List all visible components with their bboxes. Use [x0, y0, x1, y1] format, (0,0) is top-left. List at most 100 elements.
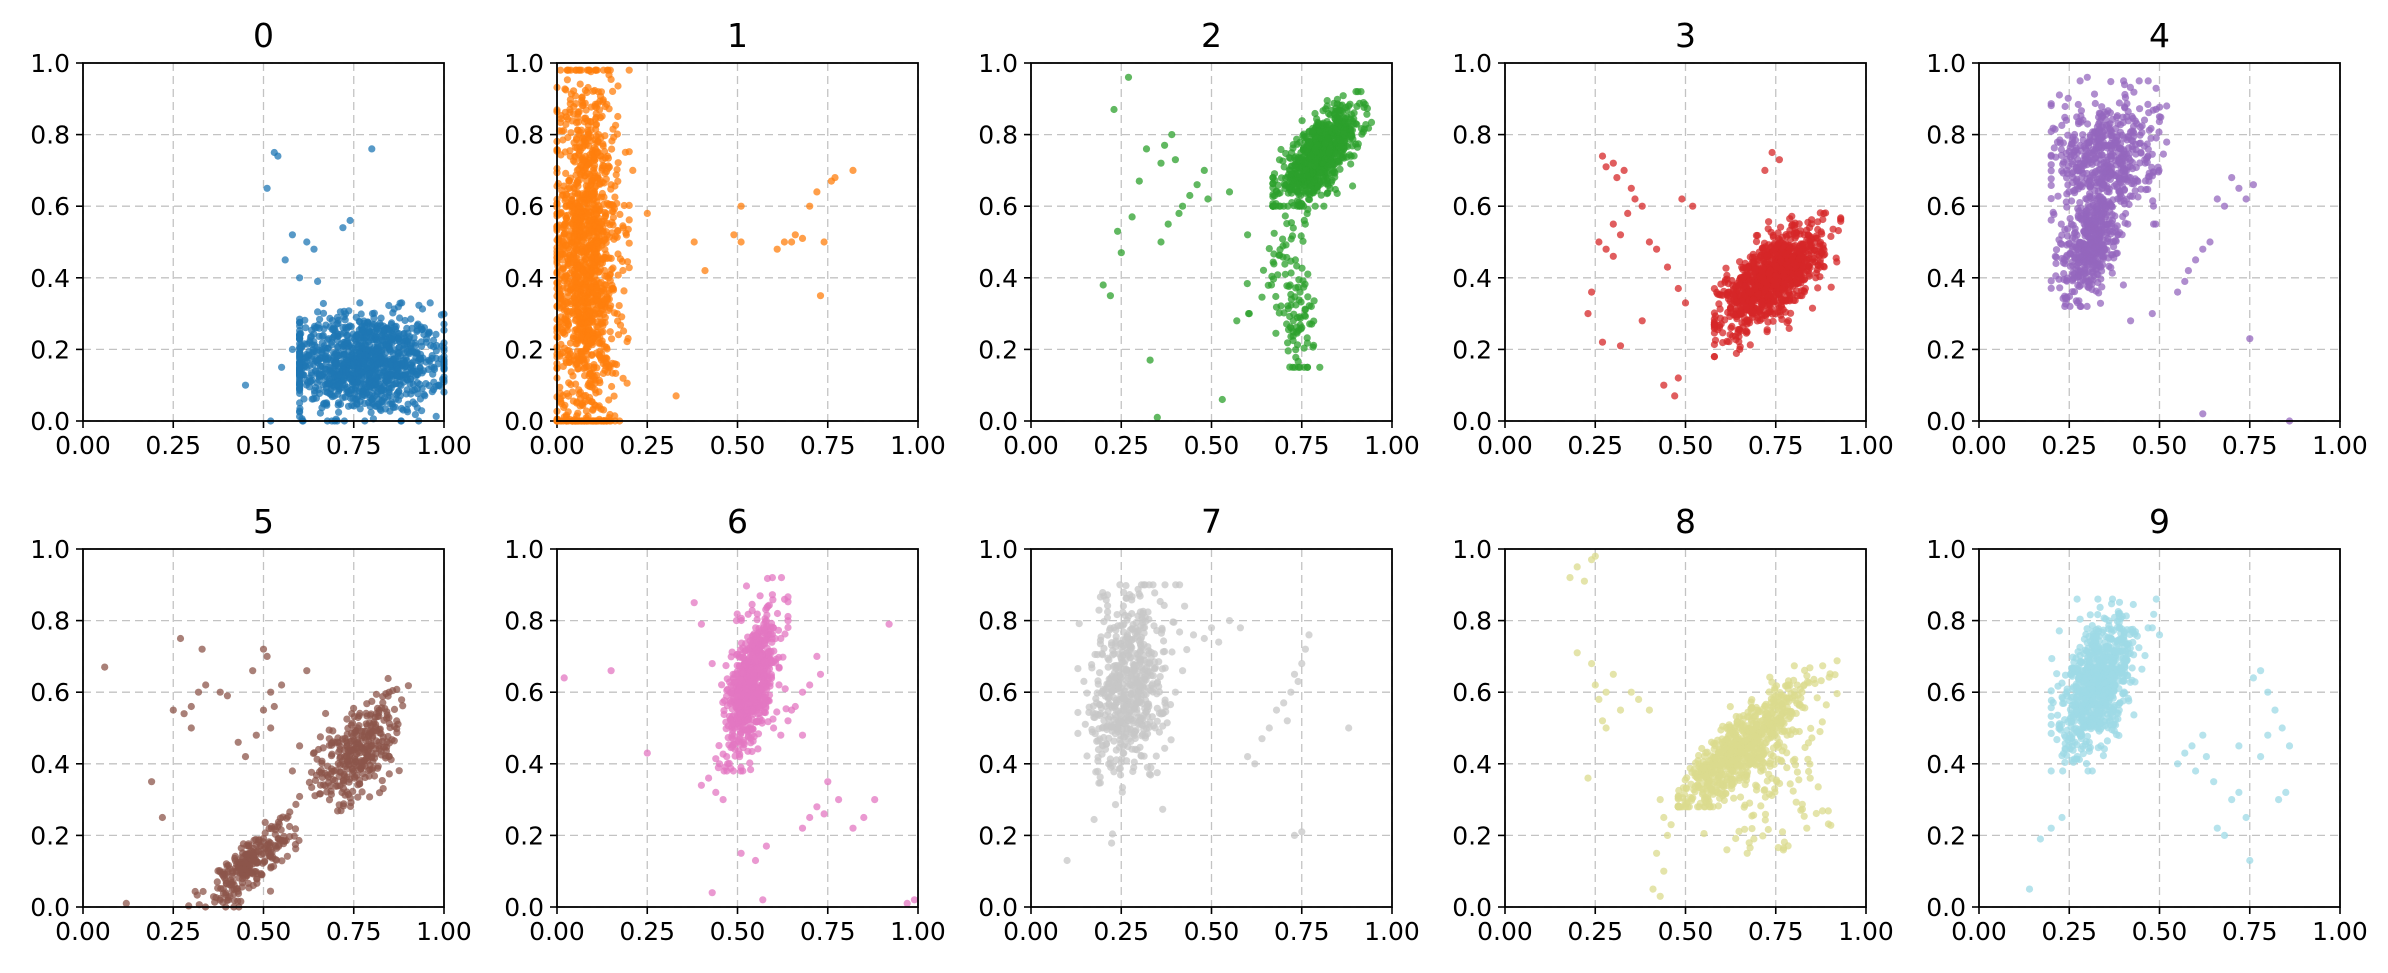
scatter-point: [619, 374, 627, 382]
scatter-point: [318, 349, 326, 357]
y-tick-label: 0.0: [504, 407, 544, 436]
scatter-point: [381, 405, 390, 413]
scatter-point: [1674, 284, 1682, 293]
scatter-point: [369, 395, 377, 403]
scatter-point: [1128, 213, 1136, 221]
scatter-point: [1772, 272, 1780, 280]
y-tick-label: 0.8: [978, 121, 1018, 150]
scatter-point: [356, 350, 364, 358]
scatter-point: [404, 400, 412, 408]
scatter-point: [1350, 152, 1358, 160]
scatter-point: [2159, 150, 2167, 158]
scatter-point: [1595, 238, 1603, 246]
scatter-point: [578, 223, 586, 231]
scatter-point: [391, 325, 400, 333]
y-tick-label: 0.8: [30, 121, 70, 150]
scatter-point: [701, 267, 709, 275]
scatter-point: [623, 258, 632, 266]
y-tick-label: 1.0: [1926, 49, 1966, 78]
scatter-point: [1808, 304, 1817, 312]
scatter-point: [592, 284, 601, 292]
y-tick-label: 0.6: [30, 192, 70, 221]
scatter-point: [1353, 102, 1361, 110]
scatter-point: [1780, 272, 1788, 280]
scatter-point: [568, 388, 577, 396]
scatter-point: [1732, 349, 1740, 357]
scatter-point: [1293, 262, 1301, 270]
scatter-point: [1764, 318, 1772, 326]
scatter-point: [328, 317, 336, 325]
y-tick-label: 0.8: [1452, 121, 1492, 150]
scatter-point: [589, 406, 597, 414]
scatter-point: [310, 395, 318, 403]
scatter-point: [593, 210, 601, 219]
scatter-point: [619, 222, 627, 230]
scatter-point: [572, 136, 581, 144]
scatter-point: [1295, 296, 1303, 304]
scatter-point: [1310, 178, 1318, 186]
y-tick-label: 1.0: [504, 49, 544, 78]
scatter-point: [576, 395, 585, 403]
scatter-point: [411, 400, 419, 408]
scatter-point: [366, 402, 374, 411]
scatter-point: [339, 394, 347, 402]
scatter-point: [411, 411, 419, 419]
scatter-point: [574, 409, 582, 417]
scatter-point: [396, 392, 404, 400]
scatter-point: [1816, 273, 1824, 281]
scatter-point: [296, 354, 304, 362]
scatter-point: [341, 316, 349, 324]
scatter-point: [1352, 88, 1360, 96]
x-tick-label: 0.25: [145, 431, 201, 460]
scatter-point: [587, 68, 595, 76]
scatter-point: [1287, 290, 1295, 299]
scatter-point: [569, 372, 577, 380]
scatter-point: [1799, 262, 1807, 270]
scatter-point: [1774, 308, 1782, 316]
scatter-point: [1295, 276, 1303, 284]
scatter-point: [1146, 356, 1154, 364]
scatter-point: [1631, 195, 1639, 203]
scatter-point: [563, 191, 571, 199]
scatter-point: [1681, 299, 1690, 307]
scatter-point: [393, 361, 401, 369]
scatter-point: [1233, 317, 1241, 325]
scatter-point: [614, 331, 623, 339]
scatter-point: [599, 96, 607, 104]
scatter-point: [831, 174, 839, 182]
x-tick-label: 0.75: [2222, 431, 2278, 460]
scatter-point: [1304, 206, 1312, 214]
scatter-point: [1777, 223, 1785, 231]
scatter-point: [1225, 188, 1234, 196]
scatter-point: [408, 324, 416, 332]
scatter-point: [1347, 160, 1355, 168]
scatter-point: [1218, 395, 1226, 404]
scatter-point: [806, 202, 814, 210]
scatter-point: [1289, 332, 1297, 340]
scatter-point: [378, 398, 386, 406]
scatter-point: [1321, 139, 1329, 147]
x-tick-label: 0.50: [2132, 431, 2188, 460]
scatter-point: [1323, 179, 1331, 188]
scatter-point: [314, 321, 322, 329]
scatter-point: [602, 175, 610, 183]
scatter-point: [571, 317, 580, 325]
scatter-point: [567, 129, 575, 137]
scatter-point: [1353, 143, 1362, 151]
scatter-point: [346, 354, 354, 362]
y-tick-label: 0.2: [30, 335, 70, 364]
scatter-point: [1142, 145, 1151, 153]
scatter-point: [578, 297, 586, 305]
scatter-point: [378, 332, 386, 340]
scatter-point: [1270, 260, 1278, 268]
scatter-point: [569, 397, 578, 405]
y-tick-label: 0.4: [30, 264, 70, 293]
scatter-point: [592, 296, 600, 304]
scatter-point: [1284, 347, 1292, 355]
scatter-point: [383, 343, 391, 351]
scatter-point: [310, 330, 318, 338]
scatter-point: [1721, 276, 1729, 284]
scatter-point: [561, 330, 569, 338]
scatter-point: [820, 238, 828, 246]
scatter-point: [1341, 119, 1349, 127]
